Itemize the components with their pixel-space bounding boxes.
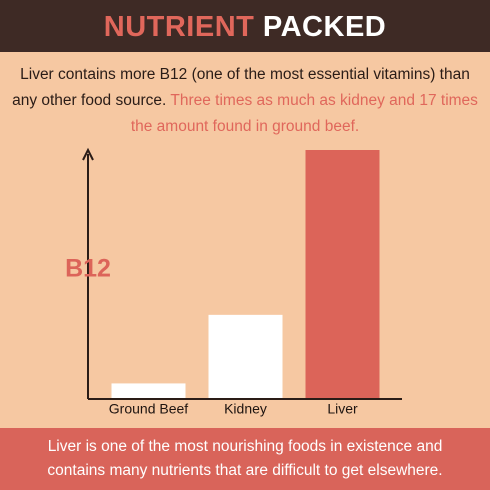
bar	[111, 383, 186, 398]
description-text: Liver contains more B12 (one of the most…	[12, 66, 470, 109]
bar	[305, 150, 380, 398]
title-word: NUTRIENT	[103, 11, 255, 43]
title-word: PACKED	[262, 11, 387, 43]
footer: Liver is one of the most nourishing food…	[0, 428, 490, 490]
description: Liver contains more B12 (one of the most…	[8, 62, 482, 140]
x-tick-label: Kidney	[224, 401, 267, 417]
x-tick-label: Ground Beef	[109, 401, 188, 417]
footer-text: Liver is one of the most nourishing food…	[47, 438, 443, 479]
header: NUTRIENT PACKED	[0, 0, 490, 52]
highlight-text: Three times as much as kidney and 17 tim…	[130, 92, 478, 135]
x-tick-label: Liver	[327, 401, 358, 417]
bar	[208, 314, 283, 398]
y-axis-label: B12	[65, 255, 111, 283]
axis-arrow	[82, 147, 94, 161]
